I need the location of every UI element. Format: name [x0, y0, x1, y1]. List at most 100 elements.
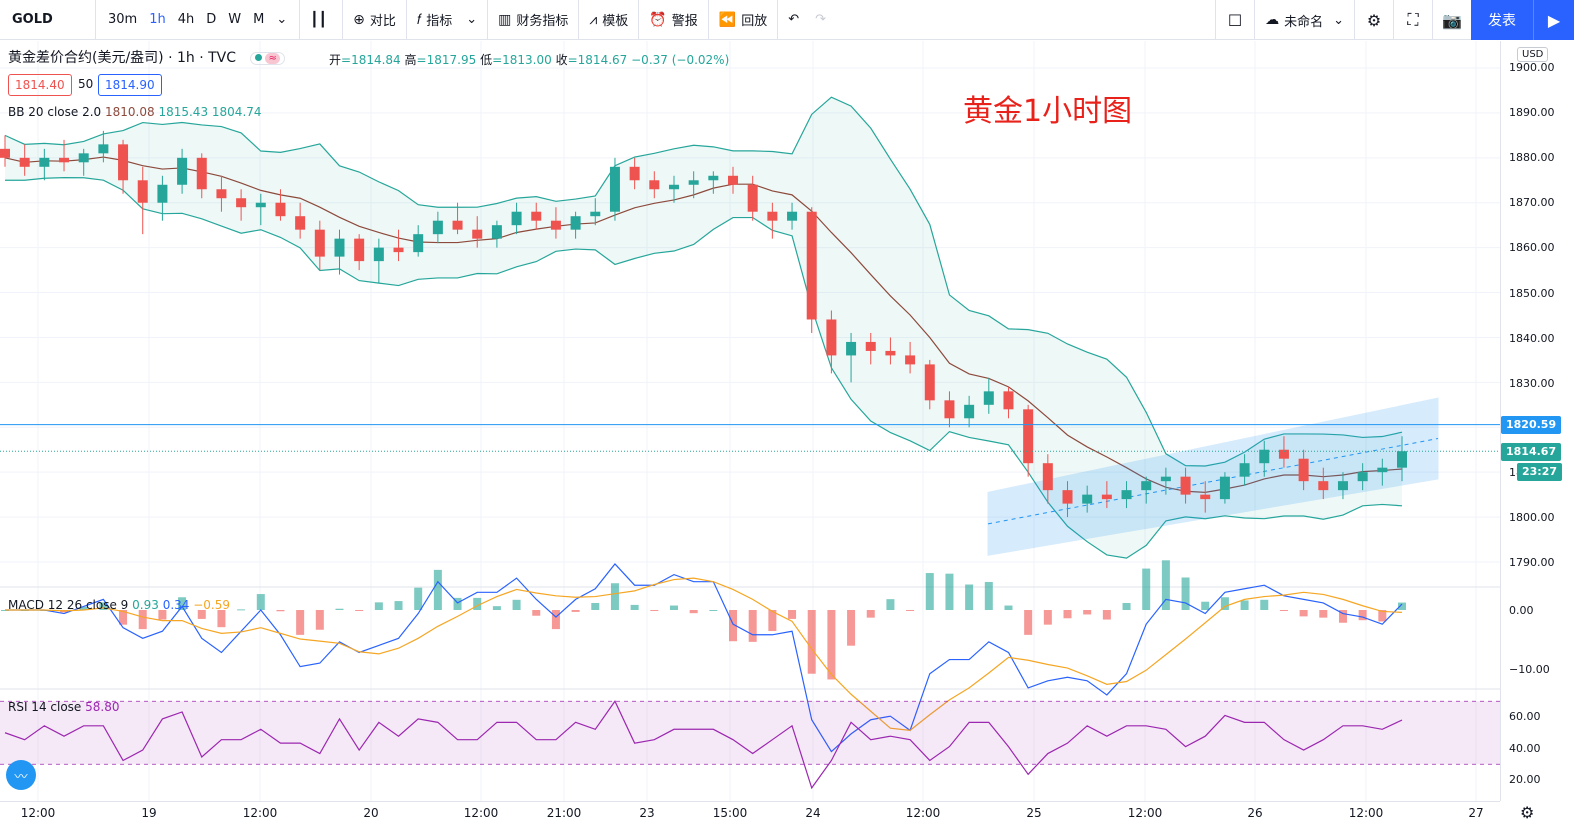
- redo-icon[interactable]: ↷: [815, 12, 827, 27]
- macd-histogram-bar: [1260, 599, 1269, 610]
- macd-histogram-bar: [276, 610, 285, 612]
- bb-name: BB 20 close 2.0: [8, 105, 102, 119]
- interval-m[interactable]: M: [253, 12, 265, 27]
- chart-type-button[interactable]: ┃┃: [300, 0, 344, 40]
- candle-body: [885, 350, 896, 356]
- indicators-button[interactable]: 𝑓 指标 ⌄: [407, 0, 489, 40]
- interval-1h[interactable]: 1h: [149, 12, 166, 27]
- price-label: 1840.00: [1509, 332, 1555, 345]
- settings-gear-icon[interactable]: ⚙: [1354, 0, 1393, 40]
- camera-icon[interactable]: 📷: [1432, 0, 1471, 40]
- candle-body: [216, 189, 227, 199]
- templates-icon: ⩘: [589, 11, 598, 28]
- symbol-title: 黄金差价合约(美元/盎司) · 1h · TVC: [8, 50, 237, 66]
- interval-w[interactable]: W: [228, 12, 242, 27]
- regression-channel: [987, 397, 1439, 556]
- bb-basis-line: [4, 156, 1403, 493]
- candle-body: [118, 144, 129, 181]
- rsi-axis-label: 60.00: [1509, 710, 1541, 723]
- macd-histogram-bar: [335, 608, 344, 610]
- macd-histogram-bar: [1338, 610, 1347, 623]
- rsi-axis-label: 20.00: [1509, 773, 1541, 786]
- macd-histogram-bar: [650, 610, 659, 611]
- undo-button[interactable]: ↶ ↷: [778, 0, 836, 40]
- sell-price-box[interactable]: 1814.40: [8, 74, 72, 96]
- candles-icon: ┃┃: [310, 11, 328, 28]
- candle-body: [354, 238, 365, 262]
- expand-icon[interactable]: ⛶: [1393, 0, 1432, 40]
- time-label: 27: [1468, 806, 1484, 820]
- macd-signal-line: [5, 577, 1403, 731]
- rsi-pane: [0, 700, 1500, 790]
- macd-histogram-bar: [965, 584, 974, 610]
- visibility-toggle[interactable]: ≈: [250, 51, 285, 65]
- low-value: =1813.00: [492, 53, 552, 67]
- time-label: 12:00: [1348, 806, 1384, 820]
- macd-histogram-bar: [473, 597, 482, 610]
- candle-body: [196, 157, 207, 190]
- hline-price-tag: 1820.59: [1501, 416, 1562, 434]
- replay-button[interactable]: ⏪ 回放: [709, 0, 779, 40]
- interval-d[interactable]: D: [206, 12, 217, 27]
- interval-dropdown-chevron-icon[interactable]: ⌄: [276, 12, 288, 27]
- macd-signal: 0.34: [162, 598, 190, 612]
- candle-body: [1180, 476, 1191, 495]
- rewind-icon: ⏪: [718, 11, 737, 28]
- macd-histogram-bar: [847, 610, 856, 646]
- layout-menu-button[interactable]: ☁ 未命名 ⌄: [1254, 0, 1354, 40]
- interval-30m[interactable]: 30m: [108, 12, 138, 27]
- high-label: 高: [404, 53, 417, 67]
- candle-body: [590, 211, 601, 217]
- bb-legend[interactable]: BB 20 close 2.0 1810.08 1815.43 1804.74: [8, 105, 262, 119]
- candle-body: [452, 220, 463, 230]
- publish-button[interactable]: 发表: [1471, 0, 1533, 40]
- macd-legend[interactable]: MACD 12 26 close 9 0.93 0.34 −0.59: [8, 598, 230, 612]
- play-icon[interactable]: ▶: [1533, 0, 1574, 40]
- macd-histogram-bar: [788, 610, 797, 619]
- tradingview-logo-icon[interactable]: 〰: [6, 760, 36, 790]
- candle-body: [1141, 481, 1152, 491]
- price-label: 1900.00: [1509, 61, 1555, 74]
- compare-button[interactable]: ⊕ 对比: [343, 0, 407, 40]
- candle-body: [1337, 481, 1348, 491]
- time-label: 20: [363, 806, 379, 820]
- macd-histogram-bar: [1161, 560, 1170, 610]
- bb-lower: 1804.74: [211, 105, 262, 119]
- macd-histogram-bar: [492, 606, 501, 610]
- time-label: 26: [1247, 806, 1263, 820]
- fullscreen-square-icon[interactable]: ☐: [1215, 0, 1254, 40]
- buy-price-box[interactable]: 1814.90: [98, 74, 162, 96]
- financials-button[interactable]: ▥ 财务指标: [488, 0, 580, 40]
- macd-histogram-bar: [669, 605, 678, 610]
- candle-body: [550, 220, 561, 230]
- open-value: =1814.84: [341, 53, 401, 67]
- chart-settings-gear-icon[interactable]: ⚙: [1520, 803, 1535, 822]
- candlestick-series: [0, 130, 1407, 518]
- candle-body: [1003, 391, 1014, 410]
- macd-histogram-bar: [1220, 597, 1229, 610]
- price-axis[interactable]: 1900.00 1890.00 1880.00 1870.00 1860.00 …: [1500, 41, 1574, 801]
- chart-annotation-text[interactable]: 黄金1小时图: [963, 94, 1133, 129]
- candle-body: [668, 184, 679, 190]
- candle-body: [924, 364, 935, 401]
- macd-histogram-bar: [414, 587, 423, 610]
- rsi-legend[interactable]: RSI 14 close 58.80: [8, 700, 120, 714]
- symbol-search[interactable]: GOLD: [0, 0, 96, 40]
- candle-body: [236, 198, 247, 208]
- candle-body: [1160, 476, 1171, 482]
- candle-body: [39, 157, 50, 167]
- time-label: 12:00: [463, 806, 499, 820]
- alert-button[interactable]: ⏰ 警报: [639, 0, 709, 40]
- candle-body: [688, 180, 699, 185]
- macd-histogram-bar: [453, 597, 462, 610]
- candle-body: [787, 211, 798, 221]
- chart-canvas[interactable]: [0, 41, 1500, 801]
- currency-badge[interactable]: USD: [1517, 47, 1549, 62]
- candle-body: [1121, 490, 1132, 500]
- time-axis[interactable]: 12:00 19 12:00 20 12:00 21:00 23 15:00 2…: [0, 801, 1500, 832]
- candle-body: [629, 166, 640, 181]
- templates-button[interactable]: ⩘ 模板: [579, 0, 640, 40]
- compare-label: 对比: [369, 14, 396, 29]
- interval-4h[interactable]: 4h: [177, 12, 195, 27]
- price-label: 1870.00: [1509, 196, 1555, 209]
